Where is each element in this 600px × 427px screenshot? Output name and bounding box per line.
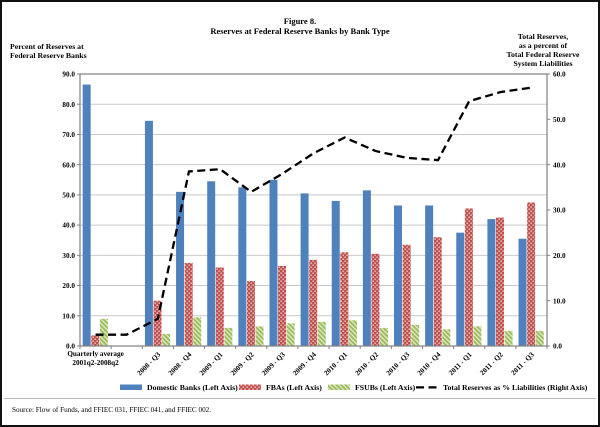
fbas-bar	[246, 281, 255, 346]
fbas-bar	[278, 265, 287, 346]
left-axis-tick-label: 80.0	[62, 101, 75, 109]
legend-item-fbas: FBAs (Left Axis)	[239, 383, 322, 392]
x-category-label: 2009 - Q4	[291, 350, 318, 377]
x-category-label: 2001q2-2008q2	[72, 359, 119, 367]
left-axis-tick-label: 50.0	[62, 191, 75, 199]
chart-title: Figure 8. Reserves at Federal Reserve Ba…	[2, 16, 598, 36]
right-axis-tick-label: 20.0	[553, 252, 566, 260]
fsubs-bar	[255, 326, 264, 346]
right-axis-tick-label: 60.0	[553, 71, 566, 79]
fsubs-bar	[162, 333, 171, 346]
source-note: Source: Flow of Funds, and FFIEC 031, FF…	[12, 406, 212, 414]
domestic-banks-bar	[176, 191, 185, 346]
legend-item-fsubs: FSUBs (Left Axis)	[328, 383, 416, 392]
fsubs-bar	[348, 320, 357, 346]
left-axis-tick-label: 10.0	[62, 312, 75, 320]
domestic-banks-bar	[518, 238, 527, 346]
domestic-banks-bar	[269, 179, 278, 346]
domestic-banks-bar	[394, 205, 402, 346]
fsubs-bar	[317, 321, 326, 346]
left-axis-tick-label: 20.0	[62, 282, 75, 290]
left-axis-tick-label: 70.0	[62, 131, 75, 139]
x-category-label: 2011 - Q2	[478, 350, 505, 377]
domestic-banks-bar	[487, 219, 496, 346]
fsubs-bar	[473, 326, 482, 346]
fbas-bar	[184, 262, 193, 346]
fbas-bar	[402, 244, 411, 346]
legend-swatch	[328, 384, 350, 390]
x-category-label: 2009 - Q3	[260, 350, 287, 377]
fbas-bar	[153, 300, 162, 346]
left-axis-tick-label: 0.0	[66, 343, 75, 351]
legend-label: Domestic Banks (Left Axis)	[147, 383, 238, 392]
right-axis-tick-label: 30.0	[553, 207, 566, 215]
domestic-banks-bar	[456, 232, 465, 346]
left-axis-title: Percent of Reserves at Federal Reserve B…	[10, 42, 87, 60]
fbas-bar	[433, 237, 442, 346]
right-axis-title: Total Reserves, as a percent of Total Fe…	[506, 32, 580, 68]
fsubs-bar	[442, 329, 451, 346]
chart-area-divider	[4, 398, 596, 399]
x-category-label: 2008 - Q4	[167, 350, 194, 377]
domestic-banks-bar	[331, 200, 340, 346]
fsubs-bar	[99, 318, 108, 346]
x-category-label: 2010 - Q3	[385, 350, 412, 377]
fsubs-bar	[504, 330, 513, 346]
x-category-label: 2009 - Q1	[198, 350, 225, 377]
left-axis-tick-label: 90.0	[62, 71, 75, 79]
domestic-banks-bar	[238, 187, 247, 346]
domestic-banks-bar	[82, 84, 91, 347]
left-axis-tick-label: 40.0	[62, 222, 75, 230]
right-axis-tick-label: 10.0	[553, 297, 566, 305]
legend-item-domestic-banks: Domestic Banks (Left Axis)	[120, 383, 238, 392]
domestic-banks-bar	[362, 190, 371, 346]
fbas-bar	[371, 253, 380, 346]
fsubs-bar	[535, 330, 544, 346]
x-category-label: 2010 - Q2	[354, 350, 381, 377]
legend-swatch	[120, 384, 142, 390]
fsubs-bar	[380, 327, 389, 346]
chart-title-line2: Reserves at Federal Reserve Banks by Ban…	[210, 26, 390, 36]
chart-title-line1: Figure 8.	[283, 16, 317, 26]
x-category-label: Quarterly average	[67, 350, 123, 358]
fbas-bar	[91, 335, 100, 346]
x-category-label: 2009 - Q2	[229, 350, 256, 377]
fbas-bar	[496, 217, 504, 346]
x-category-label: 2010 - Q4	[416, 350, 443, 377]
domestic-banks-bar	[300, 193, 309, 346]
legend-label: FSUBs (Left Axis)	[355, 383, 416, 392]
right-axis-tick-label: 0.0	[553, 343, 562, 351]
x-category-label: 2011 - Q3	[510, 350, 537, 377]
fbas-bar	[464, 208, 473, 346]
fbas-bar	[215, 267, 224, 346]
right-axis-tick-label: 40.0	[553, 161, 566, 169]
legend-item-total-reserves-as-liabilities: Total Reserves as % Liabilities (Right A…	[416, 383, 588, 392]
fsubs-bar	[224, 327, 233, 346]
left-axis-tick-label: 30.0	[62, 252, 75, 260]
fsubs-bar	[193, 317, 202, 346]
fbas-bar	[309, 259, 318, 346]
x-category-label: 2010 - Q1	[322, 350, 349, 377]
legend-label: FBAs (Left Axis)	[266, 383, 322, 392]
domestic-banks-bar	[425, 205, 434, 346]
fsubs-bar	[411, 324, 420, 346]
fsubs-bar	[286, 323, 295, 346]
right-axis-tick-label: 50.0	[553, 116, 566, 124]
legend-swatch	[239, 384, 261, 390]
legend-label: Total Reserves as % Liabilities (Right A…	[443, 383, 588, 392]
total-reserves-as-liabilities-line	[95, 86, 532, 336]
domestic-banks-bar	[144, 120, 153, 346]
fbas-bar	[340, 252, 349, 346]
fbas-bar	[527, 202, 536, 346]
domestic-banks-bar	[207, 181, 216, 346]
x-category-label: 2008 - Q3	[136, 350, 163, 377]
x-category-label: 2011 - Q1	[447, 350, 474, 377]
left-axis-tick-label: 60.0	[62, 161, 75, 169]
